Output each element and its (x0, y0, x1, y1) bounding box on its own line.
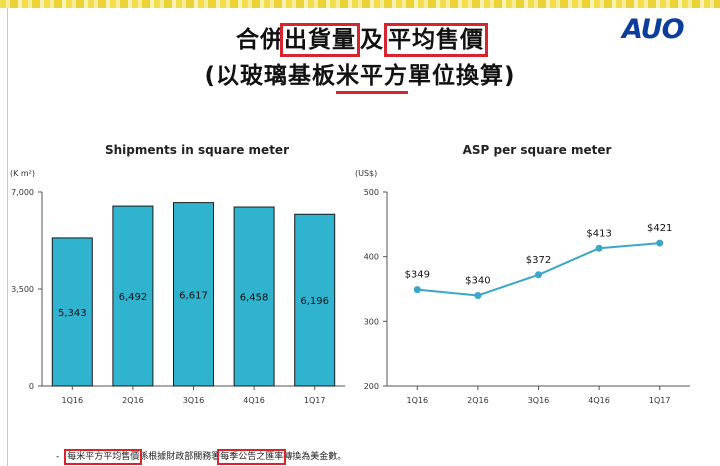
title-part-2: 出貨量 (280, 23, 360, 57)
y-unit-label: (US$) (355, 169, 377, 178)
y-tick-label: 500 (364, 188, 379, 197)
subtitle-part-1: (以玻璃基板 (204, 63, 336, 89)
y-tick-label: 400 (364, 253, 379, 262)
footnote: - 每米平方平均售價係根據財政部關務署每季公告之匯率轉換為美金數。 (56, 449, 347, 465)
x-tick-label: 3Q16 (183, 396, 205, 405)
y-tick-label: 3,500 (11, 285, 34, 294)
bar-value-label: 6,617 (179, 290, 208, 301)
bar-value-label: 6,492 (119, 292, 148, 303)
footnote-part-4: 轉換為美金數。 (283, 452, 347, 462)
decorative-top-banner (0, 0, 720, 8)
x-tick-label: 1Q17 (649, 396, 671, 405)
bar (51, 237, 93, 387)
data-point (595, 244, 603, 252)
page-title: 合併出貨量及平均售價 (0, 20, 720, 57)
y-tick-label: 0 (29, 382, 34, 391)
series-line (417, 242, 660, 297)
x-tick-label: 1Q16 (62, 396, 84, 405)
x-tick-label: 4Q16 (588, 396, 610, 405)
y-tick-label: 7,000 (11, 188, 34, 197)
y-tick-label: 200 (364, 382, 379, 391)
data-label: $340 (465, 275, 490, 286)
y-tick-label: 300 (364, 317, 379, 326)
data-point (535, 271, 542, 279)
bar-value-label: 5,343 (58, 308, 87, 319)
x-tick-label: 1Q17 (304, 396, 326, 405)
footnote-bullet: - (56, 452, 60, 462)
data-point (656, 239, 664, 247)
footnote-part-2: 係根據財政部關務署 (139, 452, 221, 462)
data-label: $349 (405, 270, 430, 281)
data-label: $413 (586, 228, 611, 239)
bar-value-label: 6,196 (300, 296, 329, 307)
chart-title: Shipments in square meter (105, 143, 289, 157)
y-unit-label: (K m²) (10, 169, 35, 178)
data-label: $421 (647, 223, 672, 234)
bar (294, 213, 336, 387)
bar (233, 206, 275, 387)
title-part-1: 合併 (236, 27, 284, 53)
x-tick-label: 2Q16 (467, 396, 489, 405)
subtitle-part-2: 米平方 (336, 63, 408, 94)
asp-line-chart: ASP per square meter (US$) 200 300 400 500 $34… (355, 143, 690, 405)
data-point (474, 291, 482, 299)
footnote-part-1: 每米平方平均售價 (64, 449, 143, 465)
title-part-3: 及 (360, 27, 384, 53)
footnote-part-3: 每季公告之匯率 (217, 449, 287, 465)
auo-logo: AUO (622, 14, 685, 45)
x-tick-label: 4Q16 (243, 396, 265, 405)
page-subtitle: (以玻璃基板米平方單位換算) (0, 56, 720, 94)
x-tick-label: 1Q16 (407, 396, 429, 405)
left-margin-rule (7, 8, 8, 466)
bar (112, 205, 154, 387)
x-tick-label: 3Q16 (528, 396, 550, 405)
x-tick-label: 2Q16 (122, 396, 144, 405)
subtitle-part-3: 單位換算) (408, 63, 516, 89)
shipments-bar-chart: Shipments in square meter (K m²) 0 3,500 7,0… (10, 143, 345, 405)
bar-value-label: 6,458 (240, 293, 269, 304)
data-point (413, 286, 421, 294)
chart-title: ASP per square meter (463, 143, 612, 157)
data-label: $372 (526, 255, 551, 266)
title-part-4: 平均售價 (384, 23, 488, 57)
